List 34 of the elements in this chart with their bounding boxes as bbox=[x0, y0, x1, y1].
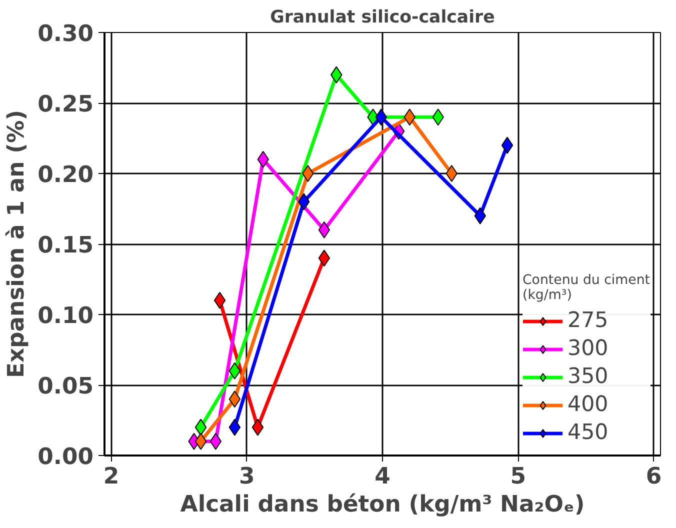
x-tick-label: 2 bbox=[103, 464, 120, 490]
point bbox=[446, 165, 458, 182]
point bbox=[302, 165, 314, 182]
point bbox=[228, 418, 241, 436]
y-tick-label: 0.05 bbox=[38, 374, 94, 400]
y-tick-label: 0.15 bbox=[38, 232, 94, 258]
x-tick-label: 5 bbox=[510, 464, 526, 490]
point bbox=[228, 362, 241, 380]
y-axis-title: Expansion à 1 an (%) bbox=[4, 110, 30, 378]
legend-label: 400 bbox=[568, 392, 608, 417]
x-tick-label: 3 bbox=[239, 464, 255, 490]
x-tick-label: 4 bbox=[374, 464, 390, 490]
point bbox=[214, 292, 226, 309]
legend-title: Contenu du ciment (kg/m³) bbox=[522, 273, 650, 303]
legend-label: 450 bbox=[568, 420, 608, 445]
point bbox=[318, 221, 330, 238]
y-tick-label: 0.10 bbox=[38, 303, 94, 329]
chart-title: Granulat silico-calcaire bbox=[270, 8, 495, 28]
point bbox=[252, 418, 264, 436]
y-tick-label: 0.30 bbox=[38, 21, 94, 47]
y-tick-label: 0.00 bbox=[38, 444, 94, 470]
legend-label: 350 bbox=[568, 364, 608, 389]
legend-label: 300 bbox=[568, 336, 608, 361]
point bbox=[194, 432, 207, 450]
y-tick-label: 0.25 bbox=[38, 92, 94, 118]
legend-label: 275 bbox=[568, 308, 608, 333]
x-axis-title: Alcali dans béton (kg/m³ Na₂Oₑ) bbox=[180, 492, 585, 518]
point bbox=[228, 390, 241, 408]
y-tick-label: 0.20 bbox=[38, 162, 94, 188]
point bbox=[194, 418, 207, 436]
point bbox=[318, 250, 330, 267]
point bbox=[210, 432, 222, 450]
point bbox=[501, 136, 514, 154]
x-tick-label: 6 bbox=[646, 464, 662, 490]
